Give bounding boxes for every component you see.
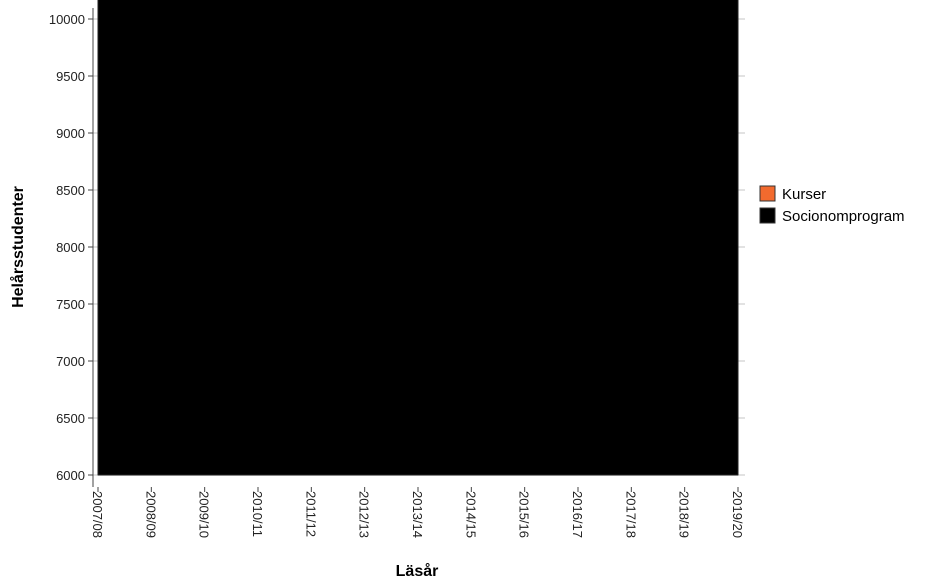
area-socionomprogram [97, 0, 739, 476]
legend: Kurser Socionomprogram [759, 185, 905, 225]
x-tick-label: 2009/10 [197, 491, 212, 538]
y-tick-label: 10000 [49, 12, 85, 27]
x-tick-label: 2019/20 [730, 491, 745, 538]
y-tick-labels: 6000 6500 7000 7500 8000 8500 9000 9500 10000 [49, 12, 93, 483]
x-tick-labels: 2007/08 2008/09 2009/10 2010/11 2011/12 2012/… [90, 487, 745, 538]
y-tick-label: 7000 [56, 354, 85, 369]
legend-label-socionomprogram: Socionomprogram [782, 208, 905, 225]
y-tick-label: 9000 [56, 126, 85, 141]
legend-swatch-socionomprogram [759, 207, 776, 224]
x-axis-title: Läsår [396, 562, 439, 580]
x-tick-label: 2010/11 [250, 491, 265, 537]
x-tick-label: 2016/17 [570, 491, 585, 538]
x-tick-label: 2015/16 [517, 491, 532, 538]
x-tick-label: 2018/19 [677, 491, 692, 538]
legend-label-kurser: Kurser [782, 186, 826, 203]
y-tick-label: 8000 [56, 240, 85, 255]
y-tick-label: 9500 [56, 69, 85, 84]
x-tick-label: 2011/12 [303, 491, 318, 537]
x-tick-label: 2012/13 [357, 491, 372, 538]
x-tick-label: 2008/09 [143, 491, 158, 538]
y-tick-label: 6500 [56, 411, 85, 426]
y-tick-label: 6000 [56, 468, 85, 483]
y-axis-title: Helårsstudenter [9, 186, 27, 308]
x-tick-label: 2007/08 [90, 491, 105, 538]
x-tick-label: 2014/15 [463, 491, 478, 538]
legend-swatch-kurser [759, 185, 776, 202]
y-tick-label: 7500 [56, 297, 85, 312]
y-tick-label: 8500 [56, 183, 85, 198]
x-tick-label: 2013/14 [410, 491, 425, 538]
plot-areas [97, 0, 739, 476]
x-tick-label: 2017/18 [623, 491, 638, 538]
